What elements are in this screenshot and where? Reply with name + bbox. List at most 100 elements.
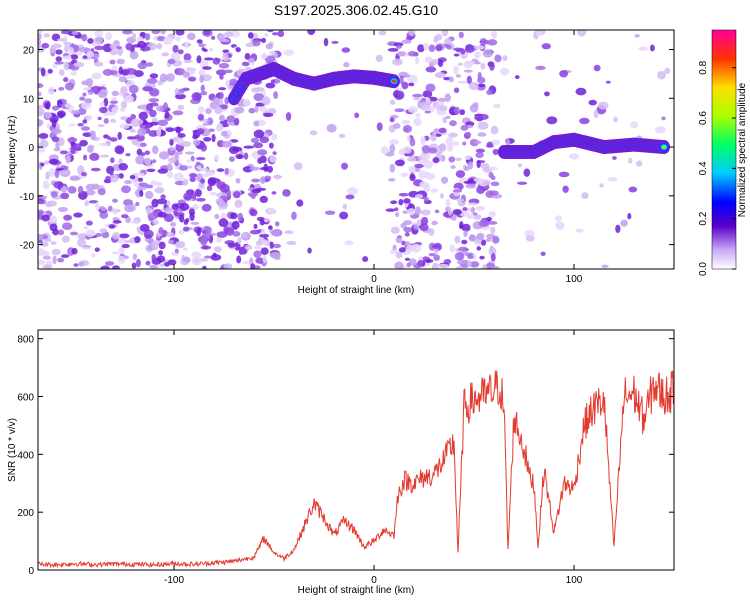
heatmap-cell [79, 47, 90, 53]
heatmap-cell [273, 91, 279, 99]
heatmap-cell [200, 144, 208, 152]
heatmap-cell [435, 44, 443, 52]
colorbar-tick-label: 0.8 [698, 60, 709, 74]
heatmap-cell [259, 195, 269, 204]
heatmap-cell [467, 161, 474, 170]
heatmap-cell [259, 233, 270, 238]
heatmap-cell [38, 32, 42, 41]
heatmap-cell [137, 40, 146, 49]
heatmap-cell [535, 65, 546, 71]
heatmap-cell [206, 169, 216, 176]
heatmap-cell [243, 152, 249, 160]
heatmap-cell [182, 247, 188, 252]
heatmap-cell [202, 265, 207, 269]
heatmap-cell [132, 253, 138, 261]
heatmap-cell [55, 49, 63, 55]
heatmap-cell [50, 241, 57, 246]
heatmap-cell [599, 183, 604, 188]
y-tick-label: 800 [17, 335, 34, 346]
heatmap-cell [439, 193, 445, 199]
heatmap-cell [170, 221, 177, 227]
heatmap-cell [167, 58, 176, 65]
heatmap-cell [479, 255, 485, 260]
heatmap-cell [70, 71, 78, 76]
heatmap-cell [401, 119, 411, 125]
heatmap-cell [197, 106, 205, 114]
heatmap-cell [191, 256, 203, 266]
heatmap-cell [45, 171, 50, 180]
heatmap-cell [84, 189, 96, 196]
heatmap-cell [112, 265, 120, 269]
heatmap-cell [166, 232, 175, 238]
y-tick-label: 600 [17, 393, 34, 404]
heatmap-cell [148, 98, 160, 103]
heatmap-cell [104, 261, 115, 266]
heatmap-cell [260, 247, 269, 256]
heatmap-cell [220, 130, 228, 137]
heatmap-cell [341, 162, 348, 170]
heatmap-cell [434, 209, 440, 214]
heatmap-cell [210, 35, 216, 40]
heatmap-cell [223, 225, 229, 234]
heatmap-cell [147, 212, 158, 221]
heatmap-cell [475, 205, 486, 211]
heatmap-cell [244, 53, 251, 60]
heatmap-cell [244, 66, 252, 72]
heatmap-cell [416, 218, 422, 227]
heatmap-cell [293, 162, 303, 171]
heatmap-cell [393, 42, 404, 47]
heatmap-cell [235, 177, 241, 184]
heatmap-cell [57, 257, 64, 263]
heatmap-cell [58, 86, 65, 91]
heatmap-cell [433, 254, 440, 261]
heatmap-cell [250, 263, 256, 269]
heatmap-cell [178, 214, 185, 223]
heatmap-cell [60, 192, 70, 200]
heatmap-cell [82, 55, 88, 59]
heatmap-cell [412, 93, 423, 98]
heatmap-cell [183, 219, 189, 225]
spectrogram-frame [37, 29, 675, 270]
heatmap-cell [192, 139, 201, 146]
heatmap-cell [433, 35, 439, 43]
heatmap-cell [466, 214, 475, 219]
heatmap-cell [146, 206, 151, 215]
heatmap-cell [232, 191, 241, 199]
heatmap-cell [118, 233, 130, 239]
heatmap-cell [177, 104, 185, 110]
heatmap-cell [195, 157, 206, 161]
heatmap-cell [399, 76, 404, 85]
heatmap-cell [403, 198, 411, 204]
heatmap-cell [71, 247, 78, 255]
heatmap-cell [131, 32, 137, 40]
heatmap-cell [464, 155, 472, 160]
heatmap-cell [38, 83, 44, 89]
heatmap-cell [123, 180, 133, 185]
heatmap-cell [424, 110, 431, 114]
heatmap-cell [120, 86, 128, 95]
heatmap-cell [159, 73, 168, 83]
heatmap-cell [244, 244, 253, 251]
heatmap-cell [393, 123, 401, 129]
heatmap-cell [64, 44, 69, 53]
heatmap-cell [218, 33, 226, 42]
heatmap-cell [277, 30, 285, 38]
heatmap-cell [194, 188, 202, 197]
heatmap-cell [58, 112, 64, 119]
spectrogram-x-ticks: -100 0 100 [164, 30, 583, 285]
heatmap-cell [48, 86, 55, 96]
x-tick-label: 0 [371, 575, 377, 586]
heatmap-cell [488, 247, 497, 256]
heatmap-cell [432, 157, 440, 164]
heatmap-cell [88, 200, 99, 204]
colorbar-gradient [711, 29, 737, 270]
heatmap-cell [265, 82, 276, 89]
heatmap-cell [189, 172, 198, 178]
heatmap-cell [401, 81, 409, 90]
heatmap-cell [490, 125, 499, 135]
heatmap-cell [472, 102, 479, 108]
heatmap-cell [61, 222, 73, 231]
heatmap-cell [63, 61, 70, 71]
heatmap-cell [453, 87, 460, 94]
heatmap-cell [389, 249, 399, 254]
